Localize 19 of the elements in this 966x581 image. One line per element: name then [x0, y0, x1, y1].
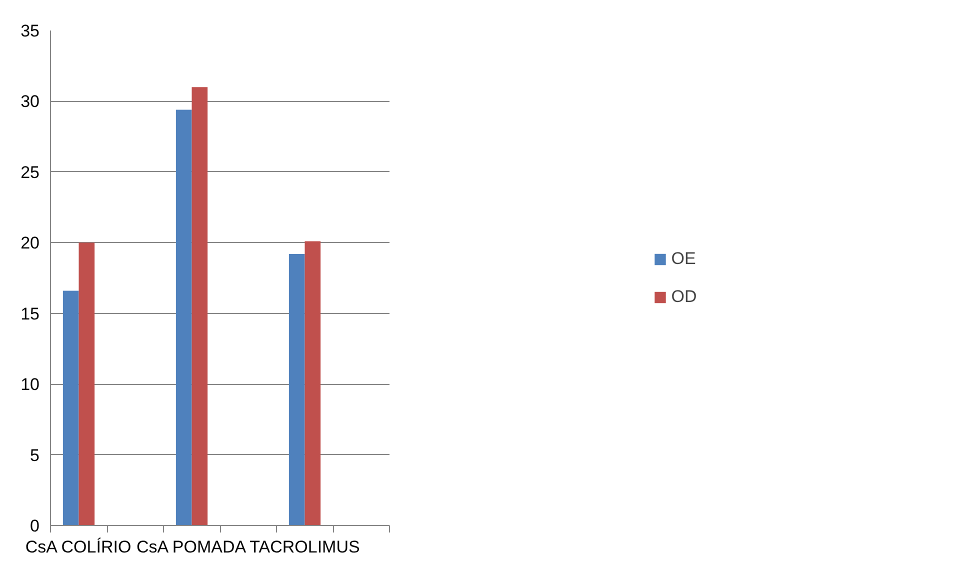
y-tick-label: 30 [20, 92, 40, 112]
y-tick-label: 0 [30, 516, 40, 536]
y-tick-label: 5 [30, 446, 40, 465]
y-tick-label: 15 [20, 304, 40, 324]
x-tick-label: CsA COLÍRIO [25, 538, 132, 556]
y-tick-label: 35 [20, 22, 40, 40]
bar [62, 290, 79, 526]
legend-label: OD [671, 286, 697, 306]
bar [176, 110, 192, 526]
bar [304, 241, 321, 526]
y-tick-label: 20 [20, 234, 40, 253]
legend-label: OE [671, 248, 696, 268]
y-tick-label: 10 [20, 375, 40, 394]
x-tick-label: CsA POMADA [136, 538, 247, 556]
bar [78, 242, 95, 526]
bar [288, 254, 305, 526]
bar [192, 87, 208, 526]
y-tick-label: 25 [20, 162, 40, 182]
x-tick-label: TACROLIMUS [250, 538, 360, 556]
